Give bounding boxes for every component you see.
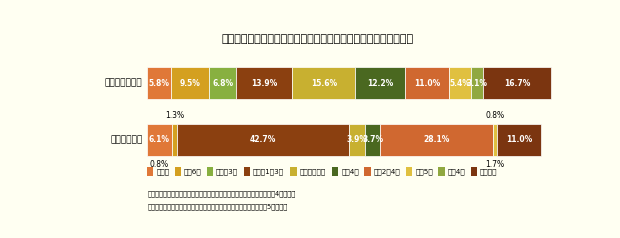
Text: 外国人宿泊数: 外国人宿泊数 — [110, 135, 143, 144]
FancyBboxPatch shape — [209, 67, 236, 99]
FancyBboxPatch shape — [332, 167, 339, 176]
FancyBboxPatch shape — [365, 124, 380, 156]
FancyBboxPatch shape — [147, 124, 172, 156]
Text: 28.1%: 28.1% — [423, 135, 450, 144]
Text: 12.2%: 12.2% — [367, 79, 393, 88]
Text: 四国4県: 四国4県 — [448, 168, 465, 175]
FancyBboxPatch shape — [236, 67, 293, 99]
Text: 15.6%: 15.6% — [311, 79, 337, 88]
FancyBboxPatch shape — [172, 124, 177, 156]
Text: 0.8%: 0.8% — [485, 111, 505, 120]
Text: 13.9%: 13.9% — [251, 79, 278, 88]
Text: 5.4%: 5.4% — [450, 79, 471, 88]
Text: 6.1%: 6.1% — [149, 135, 170, 144]
FancyBboxPatch shape — [175, 167, 181, 176]
Text: 東北6県: 東北6県 — [184, 168, 202, 175]
Text: 1.3%: 1.3% — [165, 111, 184, 120]
FancyBboxPatch shape — [147, 167, 153, 176]
FancyBboxPatch shape — [355, 67, 405, 99]
Text: 3.7%: 3.7% — [362, 135, 383, 144]
Text: 中国5県: 中国5県 — [415, 168, 433, 175]
FancyBboxPatch shape — [206, 167, 213, 176]
Text: 3.9%: 3.9% — [347, 135, 368, 144]
FancyBboxPatch shape — [497, 124, 541, 156]
FancyBboxPatch shape — [290, 167, 296, 176]
FancyBboxPatch shape — [380, 124, 494, 156]
FancyBboxPatch shape — [177, 124, 350, 156]
Text: 42.7%: 42.7% — [250, 135, 277, 144]
FancyBboxPatch shape — [350, 124, 365, 156]
FancyBboxPatch shape — [170, 67, 209, 99]
Text: 上信越＋北陸: 上信越＋北陸 — [299, 168, 326, 175]
Text: 11.0%: 11.0% — [414, 79, 440, 88]
FancyBboxPatch shape — [405, 67, 449, 99]
Text: 0.8%: 0.8% — [150, 160, 169, 169]
Text: 6.8%: 6.8% — [212, 79, 233, 88]
FancyBboxPatch shape — [494, 124, 497, 156]
Text: 下段：観光庁「旅行統計調査」エリア別延べ外国人宿泊者数（令和5年）構成: 下段：観光庁「旅行統計調査」エリア別延べ外国人宿泊者数（令和5年）構成 — [147, 203, 288, 210]
FancyBboxPatch shape — [449, 67, 471, 99]
Text: 1.7%: 1.7% — [485, 160, 505, 169]
FancyBboxPatch shape — [471, 167, 477, 176]
FancyBboxPatch shape — [471, 67, 484, 99]
Text: エリア別　旅館・ホテル営業数構成と外国人宿泊者数構成の比較: エリア別 旅館・ホテル営業数構成と外国人宿泊者数構成の比較 — [222, 34, 414, 44]
Text: 中部4県: 中部4県 — [341, 168, 359, 175]
Text: 北関東3県: 北関東3県 — [216, 168, 238, 175]
Text: 9.5%: 9.5% — [179, 79, 200, 88]
FancyBboxPatch shape — [293, 67, 355, 99]
FancyBboxPatch shape — [147, 67, 171, 99]
Text: 5.8%: 5.8% — [148, 79, 169, 88]
FancyBboxPatch shape — [365, 167, 371, 176]
FancyBboxPatch shape — [406, 167, 412, 176]
Text: 上段：厚生労働省「衛生行政報告」エリア別旅館・ホテル営業数（令和4年）構成: 上段：厚生労働省「衛生行政報告」エリア別旅館・ホテル営業数（令和4年）構成 — [147, 190, 295, 197]
FancyBboxPatch shape — [244, 167, 250, 176]
Text: 近畿2府4県: 近畿2府4県 — [373, 168, 401, 175]
Text: 3.1%: 3.1% — [467, 79, 488, 88]
Text: 南関東1都3県: 南関東1都3県 — [253, 168, 284, 175]
FancyBboxPatch shape — [438, 167, 445, 176]
Text: 北海道: 北海道 — [156, 168, 169, 175]
Text: 九州沖縄: 九州沖縄 — [480, 168, 497, 175]
Text: 旅館・ホテル数: 旅館・ホテル数 — [105, 79, 143, 88]
Text: 11.0%: 11.0% — [506, 135, 532, 144]
FancyBboxPatch shape — [484, 67, 551, 99]
Text: 16.7%: 16.7% — [504, 79, 530, 88]
